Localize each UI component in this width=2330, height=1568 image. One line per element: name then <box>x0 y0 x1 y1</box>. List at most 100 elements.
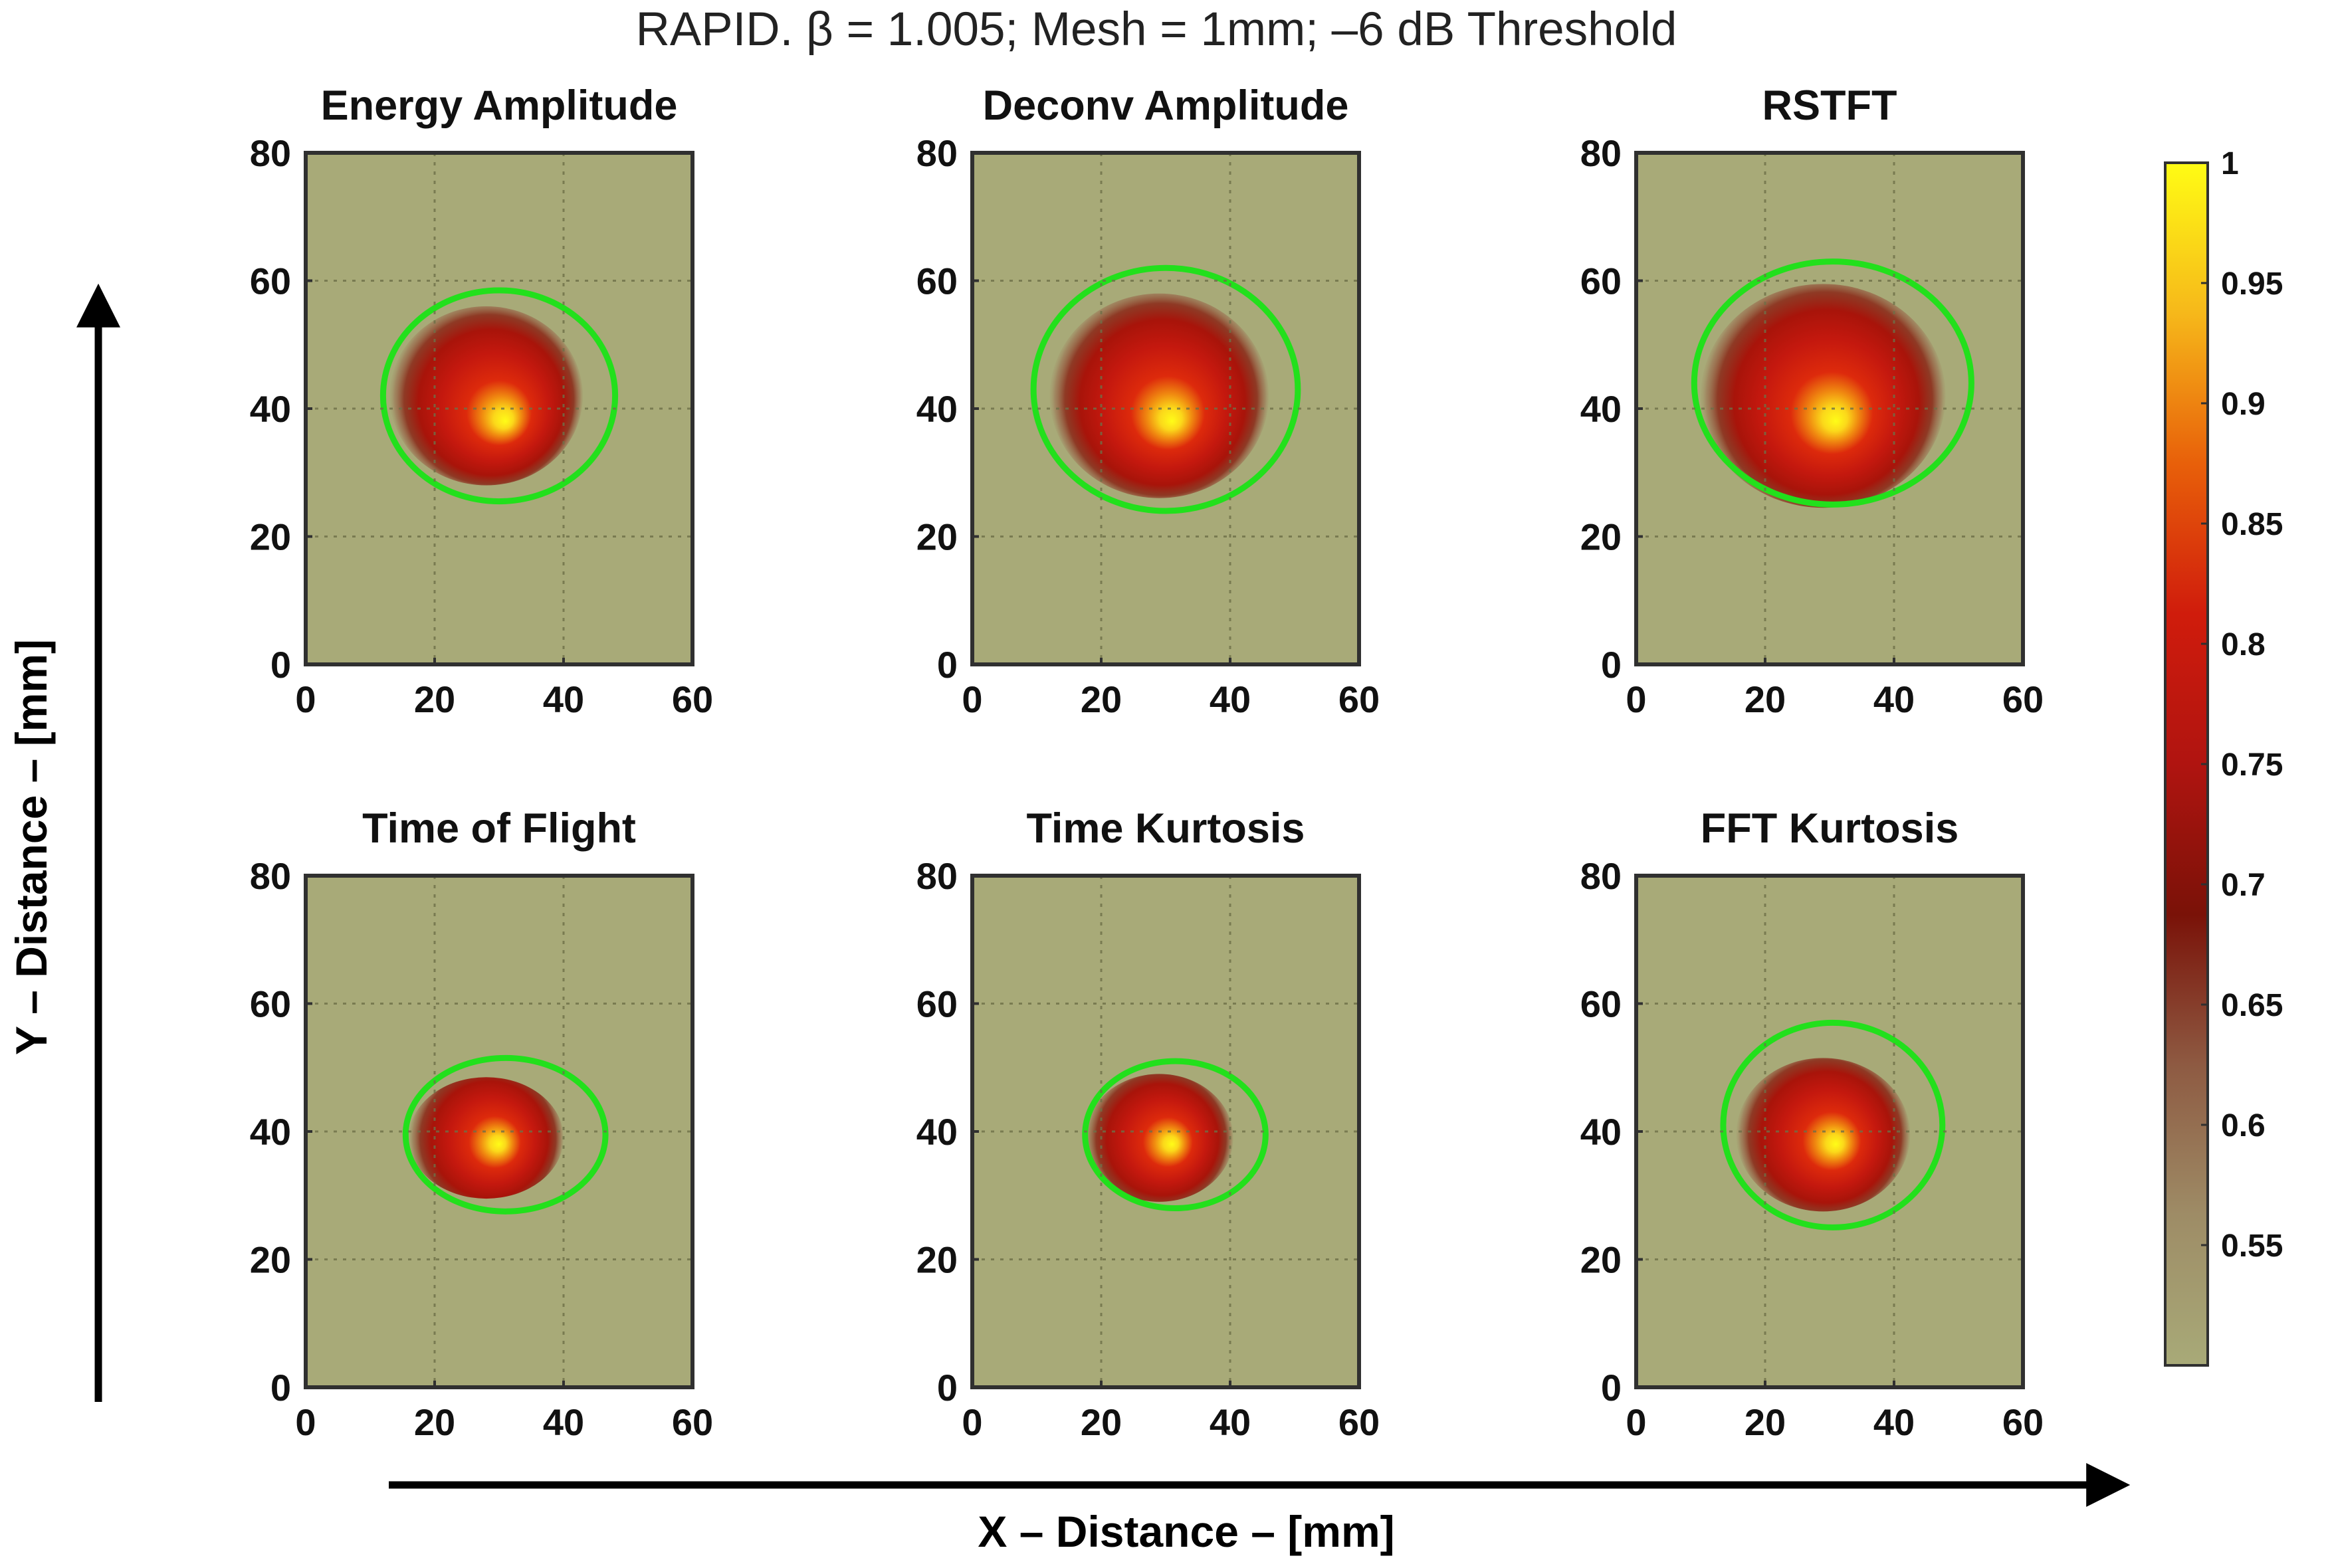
x-tick-label: 20 <box>1745 1401 1786 1443</box>
heat-blob <box>409 1077 564 1199</box>
x-tick-label: 20 <box>1081 678 1122 720</box>
panel: Deconv Amplitude 0 20 40 60 0 20 40 60 80 <box>916 82 1380 720</box>
panel: Time of Flight 0 20 40 60 0 20 40 60 80 <box>250 805 713 1443</box>
grid <box>972 153 1359 664</box>
heat-blob <box>389 306 583 486</box>
y-tick-label: 60 <box>250 260 291 302</box>
panel: FFT Kurtosis 0 20 40 60 0 20 40 60 80 <box>1580 805 2044 1443</box>
panel-title: FFT Kurtosis <box>1701 805 1959 852</box>
y-tick-label: 40 <box>916 1111 958 1153</box>
colorbar-tick-label: 1 <box>2221 146 2239 181</box>
colorbar-tick-label: 0.7 <box>2221 868 2266 903</box>
x-tick-label: 60 <box>672 678 713 720</box>
heat-blob <box>1085 1074 1233 1202</box>
x-tick-label: 0 <box>1626 1401 1646 1443</box>
panel: RSTFT 0 20 40 60 0 20 40 60 80 <box>1580 82 2044 720</box>
x-tick-label: 60 <box>2002 1401 2044 1443</box>
y-tick-label: 80 <box>916 132 958 174</box>
colorbar-tick-label: 0.75 <box>2221 747 2283 783</box>
x-tick-label: 0 <box>962 1401 982 1443</box>
grid <box>972 876 1359 1387</box>
panel-title: Time of Flight <box>362 805 636 852</box>
y-tick-label: 80 <box>916 855 958 897</box>
x-tick-label: 20 <box>1745 678 1786 720</box>
y-tick-label: 60 <box>1580 983 1622 1025</box>
y-tick-label: 20 <box>250 1239 291 1281</box>
y-tick-label: 20 <box>916 516 958 558</box>
y-tick-label: 60 <box>1580 260 1622 302</box>
panel-title: Deconv Amplitude <box>983 82 1349 129</box>
x-tick-label: 60 <box>1338 1401 1380 1443</box>
detection-ellipse <box>1691 258 1974 508</box>
panels-grid: Energy Amplitude 0 20 40 60 0 20 40 60 80 Deconv A… <box>250 82 2044 1443</box>
y-tick-label: 0 <box>270 644 291 686</box>
x-tick-label: 0 <box>1626 678 1646 720</box>
y-tick-label: 60 <box>916 983 958 1025</box>
x-tick-label: 0 <box>962 678 982 720</box>
panel-title: Energy Amplitude <box>321 82 678 129</box>
x-tick-label: 20 <box>1081 1401 1122 1443</box>
colorbar: 0.55 0.6 0.65 0.7 0.75 0.8 0.85 0.9 0.95 1 <box>2164 146 2283 1367</box>
x-tick-label: 40 <box>543 1401 584 1443</box>
detection-ellipse <box>379 287 619 505</box>
y-tick-label: 20 <box>250 516 291 558</box>
y-tick-label: 60 <box>250 983 291 1025</box>
y-tick-label: 40 <box>1580 1111 1622 1153</box>
x-tick-label: 0 <box>295 1401 316 1443</box>
y-tick-label: 80 <box>250 132 291 174</box>
x-tick-label: 40 <box>543 678 584 720</box>
y-tick-label: 60 <box>916 260 958 302</box>
colorbar-ticks: 0.55 0.6 0.65 0.7 0.75 0.8 0.85 0.9 0.95 1 <box>2201 146 2283 1264</box>
x-tick-label: 60 <box>1338 678 1380 720</box>
y-tick-label: 80 <box>250 855 291 897</box>
detection-ellipse <box>1030 264 1301 514</box>
heat-blob <box>1701 284 1946 508</box>
y-tick-label: 20 <box>1580 1239 1622 1281</box>
x-tick-label: 60 <box>2002 678 2044 720</box>
y-axis-label: Y – Distance – [mm] <box>7 639 56 1055</box>
x-tick-label: 20 <box>414 1401 455 1443</box>
y-tick-label: 0 <box>937 1367 958 1409</box>
y-tick-label: 40 <box>916 388 958 430</box>
detection-ellipse <box>1720 1019 1946 1230</box>
x-tick-label: 40 <box>1873 678 1915 720</box>
x-axis-label: X – Distance – [mm] <box>978 1507 1394 1556</box>
grid <box>306 153 692 664</box>
y-tick-label: 20 <box>916 1239 958 1281</box>
colorbar-tick-label: 0.6 <box>2221 1108 2266 1143</box>
detection-ellipse <box>1082 1058 1269 1211</box>
panel-title: RSTFT <box>1762 82 1897 129</box>
colorbar-strip <box>2164 161 2209 1367</box>
heat-blob <box>1049 293 1269 498</box>
grid <box>306 876 692 1387</box>
colorbar-tick-label: 0.55 <box>2221 1228 2283 1264</box>
x-tick-label: 20 <box>414 678 455 720</box>
panel: Time Kurtosis 0 20 40 60 0 20 40 60 80 <box>916 805 1380 1443</box>
panel: Energy Amplitude 0 20 40 60 0 20 40 60 80 <box>250 82 713 720</box>
colorbar-tick-label: 0.85 <box>2221 507 2283 542</box>
colorbar-tick-label: 0.95 <box>2221 266 2283 302</box>
panel-title: Time Kurtosis <box>1027 805 1305 852</box>
y-tick-label: 0 <box>270 1367 291 1409</box>
x-tick-label: 0 <box>295 678 316 720</box>
y-tick-label: 20 <box>1580 516 1622 558</box>
y-tick-label: 40 <box>1580 388 1622 430</box>
heat-blob <box>1736 1058 1911 1212</box>
grid <box>1636 876 2023 1387</box>
y-tick-label: 40 <box>250 388 291 430</box>
y-tick-label: 80 <box>1580 855 1622 897</box>
y-tick-label: 0 <box>937 644 958 686</box>
x-tick-label: 40 <box>1210 1401 1251 1443</box>
detection-ellipse <box>402 1054 609 1215</box>
y-tick-label: 40 <box>250 1111 291 1153</box>
y-tick-label: 0 <box>1601 1367 1622 1409</box>
y-tick-label: 80 <box>1580 132 1622 174</box>
colorbar-tick-label: 0.8 <box>2221 627 2266 662</box>
x-tick-label: 40 <box>1873 1401 1915 1443</box>
grid <box>1636 153 2023 664</box>
figure-title: RAPID. β = 1.005; Mesh = 1mm; –6 dB Thre… <box>636 3 1677 56</box>
x-tick-label: 60 <box>672 1401 713 1443</box>
colorbar-tick-label: 0.65 <box>2221 988 2283 1023</box>
y-tick-label: 0 <box>1601 644 1622 686</box>
